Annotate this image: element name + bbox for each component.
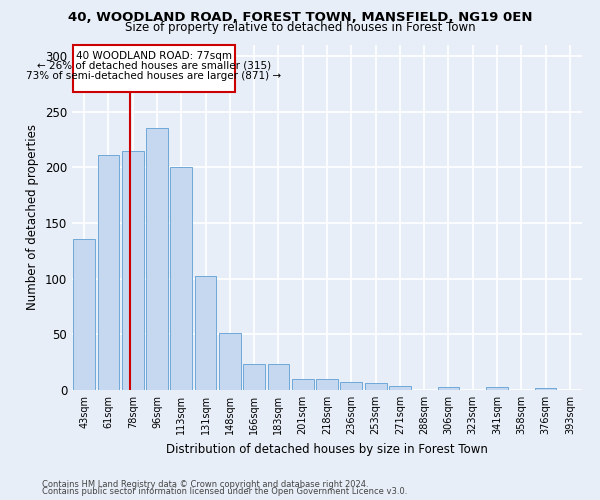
Bar: [389, 386, 411, 390]
Bar: [146, 128, 168, 390]
Bar: [535, 388, 556, 390]
FancyBboxPatch shape: [73, 45, 235, 92]
Text: 40 WOODLAND ROAD: 77sqm: 40 WOODLAND ROAD: 77sqm: [76, 50, 232, 60]
Bar: [437, 386, 460, 390]
Bar: [194, 276, 217, 390]
Text: 40, WOODLAND ROAD, FOREST TOWN, MANSFIELD, NG19 0EN: 40, WOODLAND ROAD, FOREST TOWN, MANSFIEL…: [68, 11, 532, 24]
Bar: [365, 384, 386, 390]
Text: Size of property relative to detached houses in Forest Town: Size of property relative to detached ho…: [125, 22, 475, 35]
Bar: [122, 150, 143, 390]
Bar: [73, 238, 95, 390]
Text: 73% of semi-detached houses are larger (871) →: 73% of semi-detached houses are larger (…: [26, 70, 281, 81]
Text: Contains HM Land Registry data © Crown copyright and database right 2024.: Contains HM Land Registry data © Crown c…: [42, 480, 368, 489]
Bar: [219, 333, 241, 390]
X-axis label: Distribution of detached houses by size in Forest Town: Distribution of detached houses by size …: [166, 442, 488, 456]
Bar: [486, 386, 508, 390]
Text: Contains public sector information licensed under the Open Government Licence v3: Contains public sector information licen…: [42, 488, 407, 496]
Bar: [243, 364, 265, 390]
Bar: [170, 168, 192, 390]
Bar: [97, 155, 119, 390]
Bar: [268, 364, 289, 390]
Text: ← 26% of detached houses are smaller (315): ← 26% of detached houses are smaller (31…: [37, 60, 271, 70]
Bar: [292, 379, 314, 390]
Bar: [316, 379, 338, 390]
Bar: [340, 382, 362, 390]
Y-axis label: Number of detached properties: Number of detached properties: [26, 124, 40, 310]
